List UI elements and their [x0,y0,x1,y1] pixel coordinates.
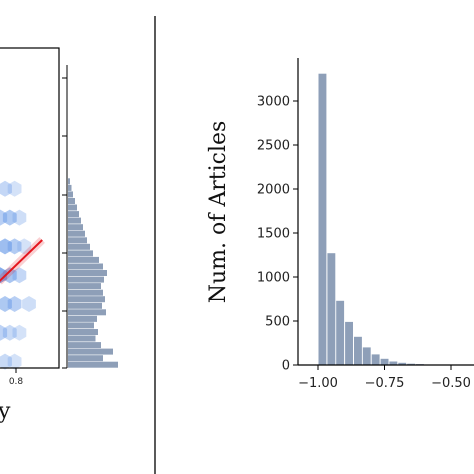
hexbin-cell [2,209,17,226]
regression-line [0,239,43,283]
marginal-histogram-bar [68,230,85,237]
hexbin-cell [7,180,22,197]
histogram-plot: 0 500 1000 1500 2000 2500 3000 −1.00 −0.75 −0.50… [206,58,474,391]
joint-axes-frame [0,47,60,369]
histogram-bar [345,321,353,365]
marginal-histogram [68,178,118,368]
marginal-histogram-bar [68,283,101,290]
histogram-bar [407,363,416,365]
y-axis-label: Num. of Articles [206,121,231,304]
marginal-histogram-bar [68,302,102,309]
marginal-histogram-bar [68,270,107,276]
y-tick-label: 0 [282,359,290,374]
marginal-histogram-bar [68,243,90,250]
marginal-histogram-bar [68,361,118,368]
y-tick-label: 1500 [257,227,290,242]
marginal-histogram-bar [68,329,98,335]
hexbin-cell [7,353,22,370]
marginal-histogram-bar [68,178,70,185]
histogram-bar [336,300,345,365]
hexbin-cell [7,238,22,255]
histogram-bar [362,347,371,365]
y-axis-ticks: 0 500 1000 1500 2000 2500 3000 [257,95,298,374]
y-tick-label: 1000 [257,271,290,286]
marginal-histogram-bar [68,198,75,204]
y-tick-label: 2500 [257,139,290,154]
marginal-histogram-bar [68,315,97,322]
marginal-histogram-bar [68,263,103,270]
marginal-histogram-bar [68,217,81,224]
x-tick-label: −0.75 [365,376,405,391]
hexbin-cell [0,353,12,370]
hexbin-cell [17,238,32,255]
marginal-histogram-bar [68,276,104,283]
histogram-bar [354,336,362,365]
histogram-bar [398,362,407,365]
histogram-bars [318,73,442,365]
marginal-histogram-bar [68,250,93,257]
marginal-histogram-bar [68,256,99,263]
marginal-histogram-bar [68,355,103,362]
marginal-histogram-bar [68,237,87,244]
hexbin-cell [2,267,17,284]
marginal-axis-ticks [62,77,67,369]
marginal-histogram-bar [68,335,96,342]
hexbin-cell [12,324,27,341]
hexbin-cell [0,180,12,197]
marginal-histogram-bar [68,309,106,316]
x-axis-ticks: −1.00 −0.75 −0.50 [298,365,471,391]
y-tick-label: 3000 [257,95,290,110]
hexbin-cell [0,296,12,312]
joint-x-axis-label: y [0,399,11,424]
histogram-bar [371,354,380,365]
marginal-histogram-bar [68,342,101,349]
marginal-histogram-bar [68,289,103,296]
marginal-histogram-bar [68,224,83,231]
hexbin-layer [0,180,36,370]
hexbin-cell [0,324,8,341]
hexbin-cell [22,296,36,312]
marginal-histogram-bar [68,211,79,218]
y-tick-label: 500 [265,315,290,330]
histogram-bar [327,253,336,365]
marginal-histogram-bar [68,322,94,329]
hexbin-cell [7,296,22,312]
marginal-histogram-bar [68,191,73,198]
x-tick-label: −0.50 [431,376,471,391]
histogram-bar [389,361,398,365]
hexbin-cell [12,209,27,226]
hexbin-cell [12,267,27,284]
marginal-histogram-bar [68,204,77,211]
hexbin-cell [2,324,17,341]
y-tick-label: 2000 [257,183,290,198]
x-tick-label: −1.00 [298,376,338,391]
hexbin-joint-plot: 0.8 y [0,47,118,424]
marginal-histogram-bar [68,296,105,303]
histogram-bar [380,358,389,365]
marginal-histogram-bar [68,348,113,355]
histogram-bar [318,73,327,365]
joint-x-tick-label: 0.8 [9,377,24,387]
marginal-histogram-bar [68,184,72,191]
